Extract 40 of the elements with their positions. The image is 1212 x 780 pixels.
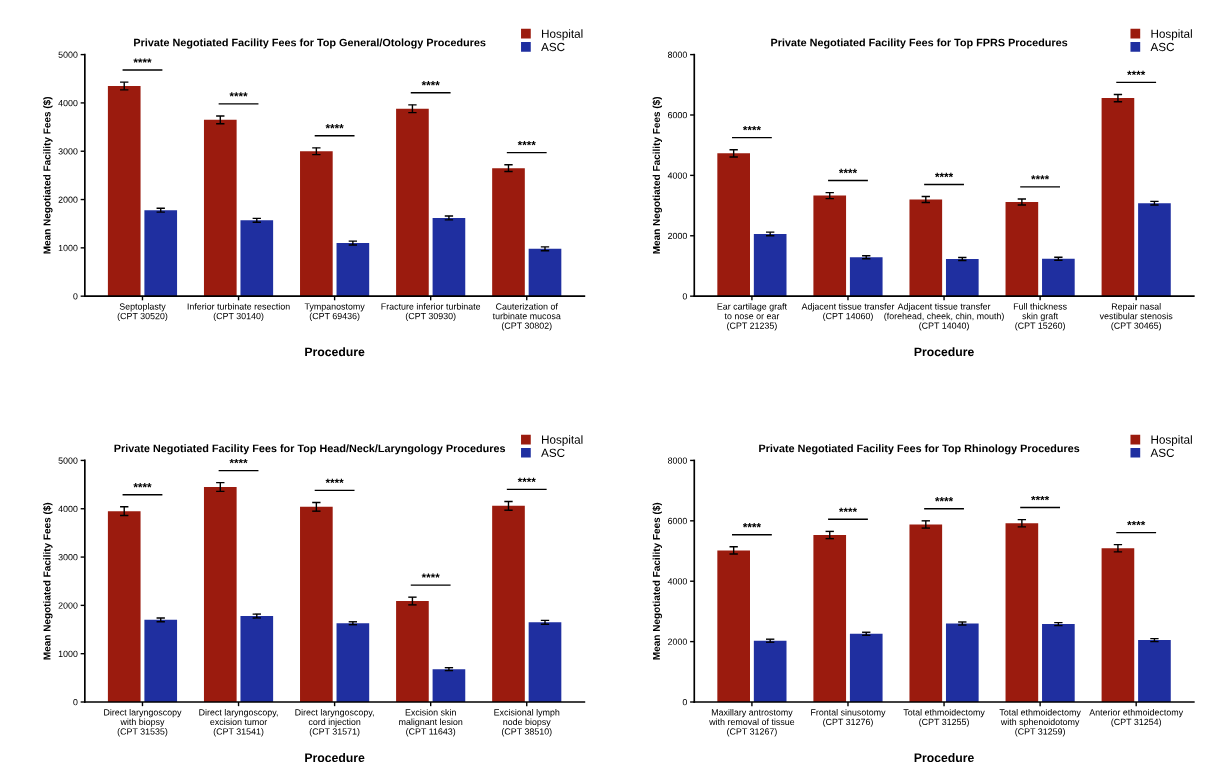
bar bbox=[717, 550, 750, 702]
bar bbox=[1101, 98, 1135, 297]
bar bbox=[336, 243, 370, 297]
bar bbox=[1042, 258, 1075, 297]
bar bbox=[528, 248, 562, 297]
bar bbox=[396, 108, 429, 297]
bar bbox=[849, 633, 883, 702]
bar bbox=[753, 233, 787, 297]
bar bbox=[336, 623, 370, 702]
bar bbox=[717, 153, 750, 297]
bar bbox=[1101, 548, 1135, 702]
bar bbox=[300, 506, 333, 702]
bar bbox=[813, 195, 847, 297]
bar bbox=[945, 623, 979, 702]
bar bbox=[107, 511, 141, 702]
bar bbox=[203, 119, 237, 297]
bar bbox=[240, 220, 274, 297]
bar bbox=[432, 217, 466, 297]
bar bbox=[813, 535, 847, 702]
bar bbox=[849, 257, 883, 297]
bar bbox=[240, 616, 274, 702]
bar bbox=[1138, 203, 1171, 297]
bar bbox=[528, 622, 562, 702]
bar bbox=[144, 210, 178, 297]
bar bbox=[300, 151, 333, 297]
bar bbox=[107, 86, 141, 297]
bar bbox=[945, 259, 979, 297]
bar bbox=[1005, 201, 1039, 297]
bar bbox=[909, 524, 943, 702]
bar bbox=[144, 619, 178, 702]
bar bbox=[432, 669, 466, 702]
bar bbox=[1042, 624, 1075, 702]
bar bbox=[492, 168, 525, 297]
bar bbox=[396, 601, 429, 702]
bar bbox=[203, 487, 237, 702]
bar bbox=[1138, 640, 1171, 702]
bar bbox=[1005, 523, 1039, 702]
bar bbox=[492, 505, 525, 702]
bar bbox=[753, 640, 787, 702]
bar bbox=[909, 199, 943, 297]
